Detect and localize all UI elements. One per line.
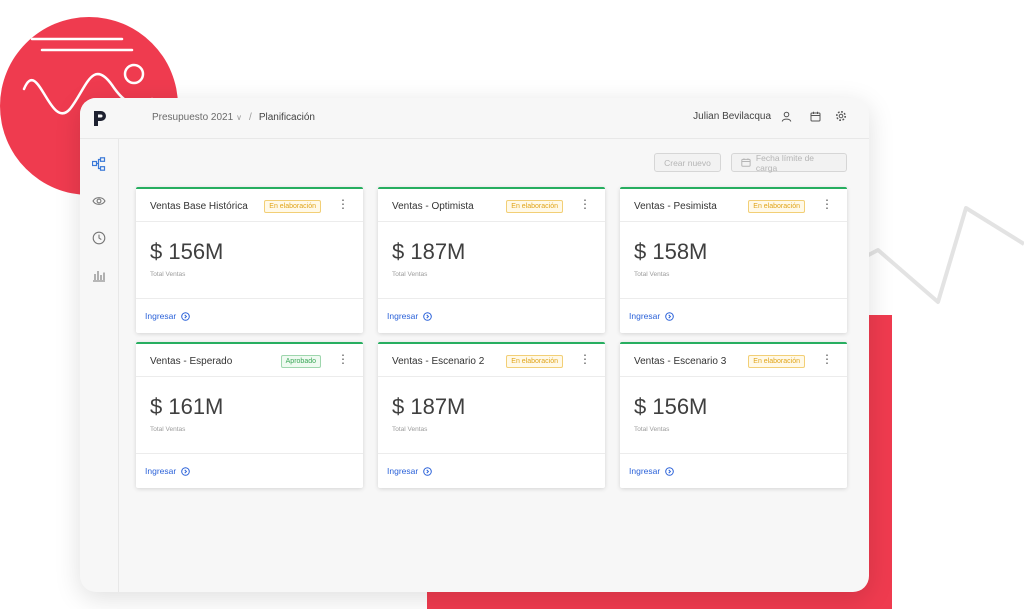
enter-link[interactable]: Ingresar bbox=[387, 466, 432, 476]
enter-link[interactable]: Ingresar bbox=[145, 466, 190, 476]
arrow-right-circle-icon bbox=[423, 466, 432, 476]
card-header: Ventas Base Histórica En elaboración ⋮ bbox=[136, 189, 363, 222]
total-amount: $ 158M bbox=[634, 239, 708, 264]
more-options-icon[interactable]: ⋮ bbox=[337, 352, 349, 366]
top-bar: Presupuesto 2021 ∨ / Planificación Julia… bbox=[80, 98, 869, 139]
enter-label: Ingresar bbox=[145, 311, 177, 321]
user-icon[interactable] bbox=[781, 111, 792, 122]
card-footer: Ingresar bbox=[378, 453, 605, 488]
card-footer: Ingresar bbox=[136, 453, 363, 488]
card-title: Ventas - Esperado bbox=[150, 356, 233, 367]
amount-subtitle: Total Ventas bbox=[634, 426, 670, 433]
status-badge: En elaboración bbox=[506, 355, 563, 368]
enter-label: Ingresar bbox=[629, 466, 661, 476]
arrow-right-circle-icon bbox=[665, 466, 674, 476]
more-options-icon[interactable]: ⋮ bbox=[821, 197, 833, 211]
enter-link[interactable]: Ingresar bbox=[629, 311, 674, 321]
scenario-card: Ventas Base Histórica En elaboración ⋮ $… bbox=[136, 187, 363, 333]
arrow-right-circle-icon bbox=[181, 311, 190, 321]
scenario-card: Ventas - Pesimista En elaboración ⋮ $ 15… bbox=[620, 187, 847, 333]
card-header: Ventas - Pesimista En elaboración ⋮ bbox=[620, 189, 847, 222]
scenario-card: Ventas - Optimista En elaboración ⋮ $ 18… bbox=[378, 187, 605, 333]
card-title: Ventas - Escenario 2 bbox=[392, 356, 485, 367]
brand-logo bbox=[94, 111, 106, 126]
eye-icon[interactable] bbox=[92, 194, 106, 208]
breadcrumb-separator: / bbox=[249, 112, 252, 123]
card-header: Ventas - Optimista En elaboración ⋮ bbox=[378, 189, 605, 222]
status-badge: En elaboración bbox=[748, 200, 805, 213]
card-footer: Ingresar bbox=[620, 298, 847, 333]
sidebar bbox=[80, 139, 119, 592]
breadcrumb: Presupuesto 2021 ∨ / Planificación bbox=[152, 112, 315, 123]
breadcrumb-planning: Planificación bbox=[258, 112, 315, 123]
more-options-icon[interactable]: ⋮ bbox=[821, 352, 833, 366]
amount-subtitle: Total Ventas bbox=[392, 271, 428, 278]
user-area: Julian Bevilacqua bbox=[693, 110, 847, 122]
toolbar: Crear nuevo Fecha límite de carga bbox=[654, 152, 847, 173]
enter-label: Ingresar bbox=[387, 466, 419, 476]
arrow-right-circle-icon bbox=[665, 311, 674, 321]
more-options-icon[interactable]: ⋮ bbox=[579, 352, 591, 366]
scenario-card: Ventas - Escenario 2 En elaboración ⋮ $ … bbox=[378, 342, 605, 488]
amount-subtitle: Total Ventas bbox=[392, 426, 428, 433]
card-footer: Ingresar bbox=[136, 298, 363, 333]
card-title: Ventas Base Histórica bbox=[150, 201, 248, 212]
card-header: Ventas - Escenario 3 En elaboración ⋮ bbox=[620, 344, 847, 377]
hierarchy-icon[interactable] bbox=[92, 157, 106, 171]
total-amount: $ 156M bbox=[634, 394, 708, 419]
status-badge: En elaboración bbox=[264, 200, 321, 213]
total-amount: $ 187M bbox=[392, 239, 466, 264]
scenario-card: Ventas - Escenario 3 En elaboración ⋮ $ … bbox=[620, 342, 847, 488]
card-title: Ventas - Escenario 3 bbox=[634, 356, 727, 367]
card-footer: Ingresar bbox=[378, 298, 605, 333]
card-header: Ventas - Escenario 2 En elaboración ⋮ bbox=[378, 344, 605, 377]
card-title: Ventas - Pesimista bbox=[634, 201, 717, 212]
calendar-icon[interactable] bbox=[810, 111, 821, 122]
amount-subtitle: Total Ventas bbox=[634, 271, 670, 278]
app-window: Presupuesto 2021 ∨ / Planificación Julia… bbox=[80, 98, 869, 592]
enter-link[interactable]: Ingresar bbox=[145, 311, 190, 321]
card-footer: Ingresar bbox=[620, 453, 847, 488]
card-title: Ventas - Optimista bbox=[392, 201, 474, 212]
user-name: Julian Bevilacqua bbox=[693, 110, 771, 122]
breadcrumb-budget[interactable]: Presupuesto 2021 bbox=[152, 112, 234, 123]
clock-icon[interactable] bbox=[92, 231, 106, 245]
calendar-icon bbox=[741, 158, 751, 167]
create-new-label: Crear nuevo bbox=[664, 157, 711, 168]
gear-icon[interactable] bbox=[835, 110, 847, 122]
bar-chart-icon[interactable] bbox=[92, 268, 106, 282]
more-options-icon[interactable]: ⋮ bbox=[579, 197, 591, 211]
card-header: Ventas - Esperado Aprobado ⋮ bbox=[136, 344, 363, 377]
more-options-icon[interactable]: ⋮ bbox=[337, 197, 349, 211]
scenario-card: Ventas - Esperado Aprobado ⋮ $ 161M Tota… bbox=[136, 342, 363, 488]
status-badge: En elaboración bbox=[748, 355, 805, 368]
create-new-button[interactable]: Crear nuevo bbox=[654, 153, 721, 172]
enter-label: Ingresar bbox=[145, 466, 177, 476]
total-amount: $ 187M bbox=[392, 394, 466, 419]
arrow-right-circle-icon bbox=[181, 466, 190, 476]
status-badge: En elaboración bbox=[506, 200, 563, 213]
enter-link[interactable]: Ingresar bbox=[387, 311, 432, 321]
amount-subtitle: Total Ventas bbox=[150, 271, 186, 278]
deadline-label: Fecha límite de carga bbox=[755, 152, 815, 173]
total-amount: $ 156M bbox=[150, 239, 224, 264]
amount-subtitle: Total Ventas bbox=[150, 426, 186, 433]
enter-label: Ingresar bbox=[629, 311, 661, 321]
enter-link[interactable]: Ingresar bbox=[629, 466, 674, 476]
total-amount: $ 161M bbox=[150, 394, 224, 419]
status-badge: Aprobado bbox=[280, 355, 321, 368]
chevron-down-icon[interactable]: ∨ bbox=[236, 113, 243, 122]
deadline-button[interactable]: Fecha límite de carga bbox=[731, 152, 847, 173]
arrow-right-circle-icon bbox=[423, 311, 432, 321]
enter-label: Ingresar bbox=[387, 311, 419, 321]
